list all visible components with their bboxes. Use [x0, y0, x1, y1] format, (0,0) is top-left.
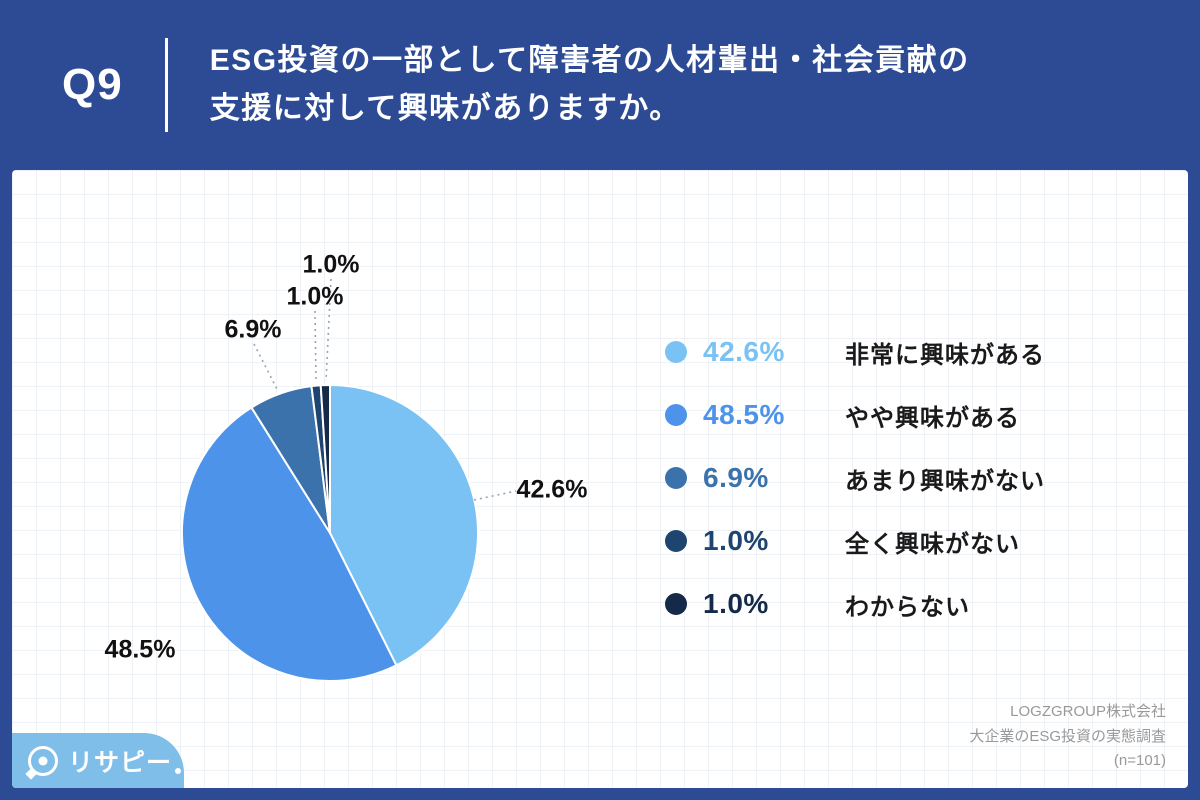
leader-lines [253, 278, 517, 501]
legend-item: 6.9% あまり興味がない [665, 462, 1045, 495]
pie-value-label-1-0-a: 1.0% [302, 250, 360, 279]
legend-item: 42.6% 非常に興味がある [665, 336, 1045, 369]
header-divider [164, 38, 168, 132]
question-title-line1: ESG投資の一部として障害者の人材輩出・社会貢献の [209, 44, 970, 77]
source-line-sample: (n=101) [1113, 752, 1166, 770]
source-line-company: LOGZGROUP株式会社 [1010, 702, 1166, 720]
legend-percent: 6.9% [703, 462, 769, 493]
pie-slice-4 [319, 383, 331, 534]
risapi-pin-icon [25, 745, 58, 780]
legend-label: 非常に興味がある [845, 341, 1045, 369]
question-title-line2: 支援に対して興味がありますか。 [209, 92, 681, 125]
pie-slice-1 [180, 406, 398, 683]
logo-period-dot [175, 768, 182, 774]
legend-item: 48.5% やや興味がある [665, 399, 1045, 432]
legend-label: わからない [845, 593, 970, 621]
legend-dot-icon [665, 341, 687, 363]
pie-value-label-48-5: 48.5% [104, 635, 176, 664]
legend-dot-icon [665, 467, 687, 489]
question-number: Q9 [62, 60, 123, 109]
legend-dot-icon [665, 530, 687, 552]
question-title: ESG投資の一部として障害者の人材輩出・社会貢献の 支援に対して興味がありますか… [210, 37, 970, 133]
legend-percent: 42.6% [703, 336, 785, 367]
logo-text: リサピー [68, 748, 173, 777]
pie-slices [180, 383, 479, 683]
legend-percent: 1.0% [703, 588, 769, 619]
legend-label: やや興味がある [845, 404, 1020, 432]
chart-panel: 42.6% 48.5% 6.9% 1.0% 1.0% 42.6% 非常に興味があ… [12, 170, 1188, 788]
pie-value-label-6-9: 6.9% [224, 315, 282, 344]
leader-line-42-6 [473, 490, 517, 501]
legend-item: 1.0% わからない [665, 588, 1045, 621]
legend-dot-icon [665, 593, 687, 615]
risapi-logo: リサピー [12, 733, 184, 788]
chart-legend: 42.6% 非常に興味がある 48.5% やや興味がある 6.9% あまり興味が… [665, 336, 1045, 653]
pie-chart [180, 278, 517, 683]
legend-percent: 48.5% [703, 399, 785, 430]
legend-label: あまり興味がない [845, 467, 1045, 495]
legend-dot-icon [665, 404, 687, 426]
leader-line-6-9 [253, 343, 279, 392]
pie-value-label-42-6: 42.6% [516, 475, 588, 504]
pie-value-label-1-0-b: 1.0% [286, 282, 344, 311]
legend-item: 1.0% 全く興味がない [665, 525, 1045, 558]
leader-line-1-0-a [325, 278, 332, 382]
source-attribution: LOGZGROUP株式会社 大企業のESG投資の実態調査 (n=101) [969, 700, 1166, 774]
pie-slice-0 [329, 384, 479, 667]
logo-ring [28, 745, 58, 776]
leader-line-1-0-b [314, 310, 317, 383]
source-line-survey: 大企業のESG投資の実態調査 [969, 727, 1166, 745]
legend-label: 全く興味がない [845, 530, 1020, 558]
logo-dot [38, 756, 48, 765]
header: Q9 ESG投資の一部として障害者の人材輩出・社会貢献の 支援に対して興味があり… [0, 0, 1200, 170]
legend-percent: 1.0% [703, 525, 769, 556]
